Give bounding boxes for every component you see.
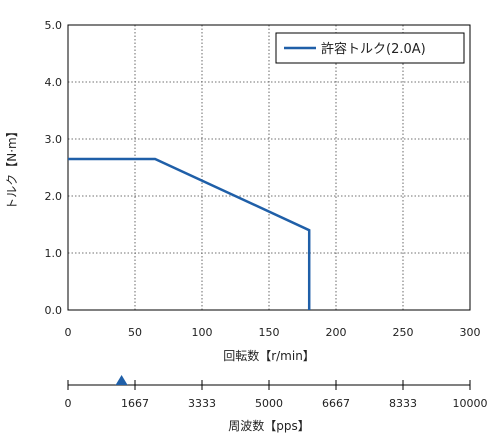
x-tick-label: 50 xyxy=(128,326,142,339)
x-tick-label: 100 xyxy=(192,326,213,339)
plot-area xyxy=(67,24,471,311)
frequency-tick-label: 0 xyxy=(65,397,72,410)
frequency-axis-label: 周波数【pps】 xyxy=(228,418,310,433)
y-tick-label: 4.0 xyxy=(45,76,63,89)
legend: 許容トルク(2.0A) xyxy=(275,32,465,64)
x-tick-label: 0 xyxy=(65,326,72,339)
frequency-marker-icon xyxy=(115,375,128,385)
y-tick-label: 2.0 xyxy=(45,190,63,203)
x-tick-label: 150 xyxy=(259,326,280,339)
x-tick-label: 300 xyxy=(460,326,481,339)
frequency-tick-label: 6667 xyxy=(322,397,350,410)
x-axis-ticks: 0 50 100 150 200 250 300 xyxy=(65,326,481,339)
legend-label: 許容トルク(2.0A) xyxy=(321,41,426,57)
frequency-tick-label: 10000 xyxy=(453,397,488,410)
x-tick-label: 250 xyxy=(393,326,414,339)
y-axis-ticks: 0.0 1.0 2.0 3.0 4.0 5.0 xyxy=(45,19,63,317)
grid xyxy=(68,25,470,310)
frequency-tick-label: 1667 xyxy=(121,397,149,410)
frequency-tick-label: 3333 xyxy=(188,397,216,410)
frequency-axis: 0 1667 3333 5000 6667 8333 10000 xyxy=(65,375,488,410)
frequency-tick-label: 5000 xyxy=(255,397,283,410)
series-line xyxy=(68,157,311,310)
y-axis-label: トルク【N·m】 xyxy=(5,125,19,209)
y-tick-label: 5.0 xyxy=(45,19,63,32)
x-tick-label: 200 xyxy=(326,326,347,339)
y-tick-label: 3.0 xyxy=(45,133,63,146)
x-axis-label: 回転数【r/min】 xyxy=(223,348,315,363)
y-tick-label: 1.0 xyxy=(45,247,63,260)
y-tick-label: 0.0 xyxy=(45,304,63,317)
series xyxy=(68,157,311,310)
frequency-tick-label: 8333 xyxy=(389,397,417,410)
